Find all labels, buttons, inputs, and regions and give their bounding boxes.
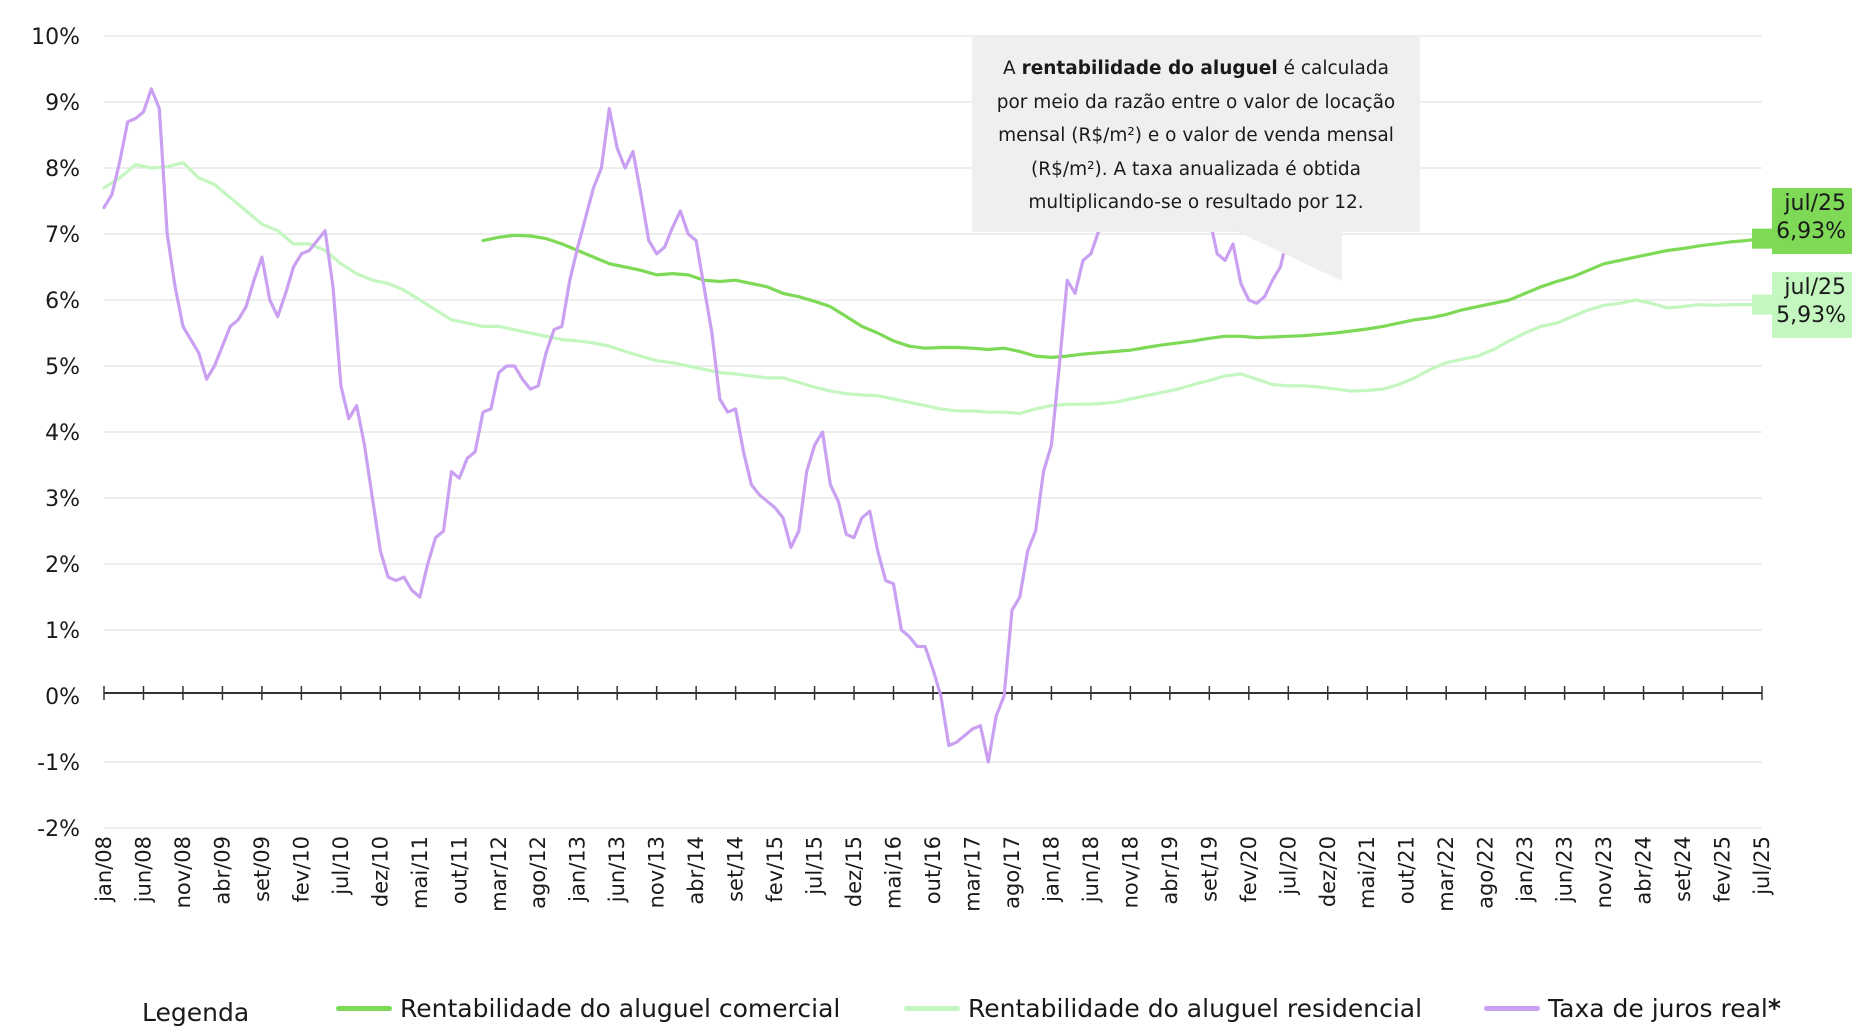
commercial-end-label: jul/25 6,93% [1772,188,1852,254]
x-tick-label: set/14 [724,836,748,902]
x-tick-label: mar/12 [487,836,511,912]
y-tick-label: 2% [45,553,80,578]
callout-line-5: multiplicando-se o resultado por 12. [1028,192,1364,213]
x-tick-label: mar/17 [960,836,984,912]
legend-swatch-interest [1484,1006,1540,1011]
y-tick-label: 1% [45,619,80,644]
x-tick-label: nov/18 [1118,836,1142,908]
callout-prefix: A [1003,58,1022,79]
series-lines [102,54,1764,764]
legend-swatch-commercial [336,1006,392,1011]
x-tick-label: jul/20 [1276,836,1300,896]
y-tick-label: 10% [31,25,80,50]
x-tick-label: ago/17 [1000,836,1024,909]
y-axis-ticks: 10% 9% 8% 7% 6% 5% 4% 3% 2% 1% 0% -1% -2% [31,25,80,842]
x-tick-label: abr/24 [1632,836,1656,905]
end-marker-1 [1752,294,1772,315]
x-tick-label: out/21 [1395,836,1419,904]
residential-end-label: jul/25 5,93% [1772,272,1852,338]
x-tick-label: nov/13 [645,836,669,908]
y-tick-label: -2% [37,817,80,842]
x-tick-label: out/11 [447,836,471,904]
x-tick-label: jul/10 [329,836,353,896]
x-tick-label: jul/25 [1750,836,1774,896]
y-tick-label: 8% [45,157,80,182]
end-marker-0 [1752,228,1772,249]
end-markers [1752,228,1772,315]
x-tick-label: jan/08 [92,836,116,903]
callout-line-4: (R$/m²). A taxa anualizada é obtida [1031,158,1361,180]
commercial-end-period: jul/25 [1784,191,1846,216]
y-tick-label: 6% [45,289,80,314]
methodology-callout: A rentabilidade do aluguel é calculada p… [972,36,1420,232]
x-tick-label: jan/23 [1513,836,1537,903]
legend-label-commercial: Rentabilidade do aluguel comercial [400,994,841,1023]
x-tick-label: mar/22 [1434,836,1458,912]
x-tick-label: ago/22 [1474,836,1498,909]
x-tick-label: jan/13 [566,836,590,903]
series-line-0 [481,233,1764,359]
legend-item-interest: Taxa de juros real * [1484,994,1781,1023]
x-tick-label: nov/23 [1592,836,1616,908]
y-tick-label: 5% [45,355,80,380]
residential-end-value: 5,93% [1776,303,1846,328]
y-tick-label: -1% [37,751,80,776]
y-tick-label: 4% [45,421,80,446]
y-tick-label: 0% [45,685,80,710]
y-tick-label: 7% [45,223,80,248]
x-tick-label: jun/23 [1553,836,1577,903]
legend-item-commercial: Rentabilidade do aluguel comercial [336,994,840,1023]
commercial-end-value: 6,93% [1776,219,1846,244]
x-tick-label: set/09 [250,836,274,902]
residential-end-period: jul/25 [1784,275,1846,300]
y-tick-label: 3% [45,487,80,512]
gridlines [104,35,1762,829]
x-tick-label: dez/10 [368,836,392,907]
callout-line-1: é calculada [1277,58,1389,79]
x-tick-label: set/24 [1671,836,1695,902]
x-tick-label: dez/20 [1316,836,1340,907]
legend-item-residential: Rentabilidade do aluguel residencial [904,994,1422,1023]
callout-line-2: por meio da razão entre o valor de locaç… [996,91,1396,113]
series-line-1 [102,161,1764,416]
x-tick-label: fev/20 [1237,836,1261,903]
x-tick-label: ago/12 [526,836,550,909]
x-tick-label: fev/15 [763,836,787,903]
x-tick-label: jun/08 [131,836,155,903]
x-axis: jan/08 jun/08 nov/08 abr/09 set/09 fev/10 jul/… [92,686,1774,912]
x-tick-label: dez/15 [842,836,866,907]
x-tick-label: abr/19 [1158,836,1182,905]
x-tick-label: abr/14 [684,836,708,905]
x-tick-label: abr/09 [210,836,234,905]
x-tick-label: jul/15 [803,836,827,896]
legend-label-residential: Rentabilidade do aluguel residencial [968,994,1423,1023]
legend-title: Legenda [142,998,250,1027]
y-tick-label: 9% [45,91,80,116]
x-tick-label: jun/13 [605,836,629,903]
x-tick-label: set/19 [1197,836,1221,902]
legend-asterisk: * [1767,994,1781,1023]
line-chart: 10% 9% 8% 7% 6% 5% 4% 3% 2% 1% 0% -1% -2% jan/08 jun/… [31,25,1774,912]
x-tick-label: jun/18 [1079,836,1103,903]
x-tick-label: out/16 [921,836,945,904]
callout-bold: rentabilidade do aluguel [1021,58,1278,79]
legend-label-interest: Taxa de juros real [1548,994,1768,1023]
x-tick-label: nov/08 [171,836,195,908]
x-tick-label: fev/10 [289,836,313,903]
callout-line-3: mensal (R$/m²) e o valor de venda mensal [998,125,1394,146]
callout-tail [1236,231,1342,281]
legend: Legenda Rentabilidade do aluguel comerci… [0,980,1866,1030]
x-tick-label: mai/16 [882,836,906,909]
x-tick-label: mai/21 [1355,836,1379,909]
legend-swatch-residential [904,1006,960,1011]
x-tick-label: fev/25 [1711,836,1735,903]
x-tick-label: mai/11 [408,836,432,909]
x-tick-label: jan/18 [1039,836,1063,903]
